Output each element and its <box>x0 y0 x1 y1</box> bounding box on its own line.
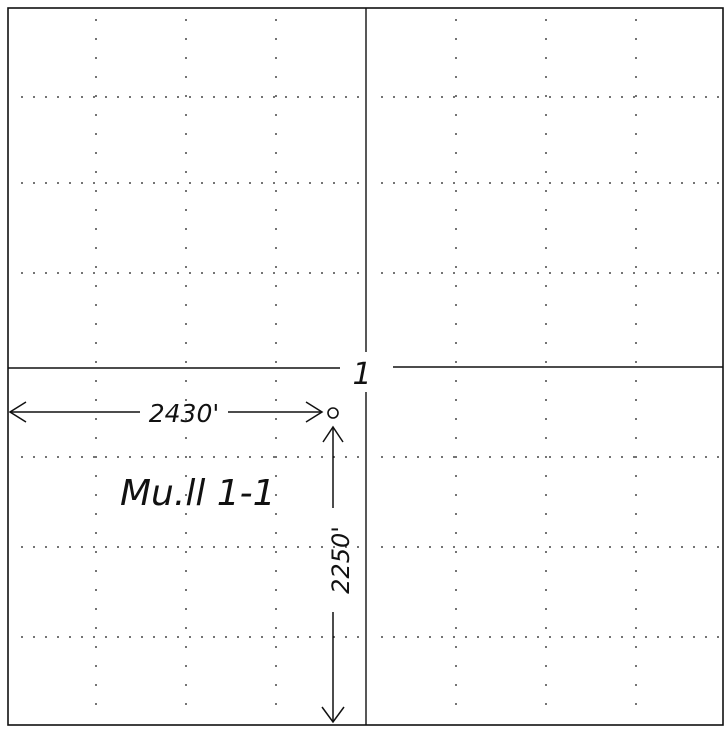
west-distance-label: 2430' <box>149 399 220 428</box>
south-distance-label: 2250' <box>327 526 355 594</box>
arrow-left-icon <box>8 401 27 423</box>
arrow-down-icon <box>321 706 345 724</box>
well-name-label: Mu.ll 1-1 <box>120 473 276 514</box>
grid-dots <box>21 19 719 705</box>
west-dimension: 2430' <box>8 399 324 428</box>
arrow-up-icon <box>322 425 344 443</box>
arrow-right-icon <box>305 401 324 423</box>
south-dimension: 2250' <box>321 425 355 724</box>
section-number: 1 <box>352 357 371 392</box>
well-location-icon <box>327 407 339 419</box>
